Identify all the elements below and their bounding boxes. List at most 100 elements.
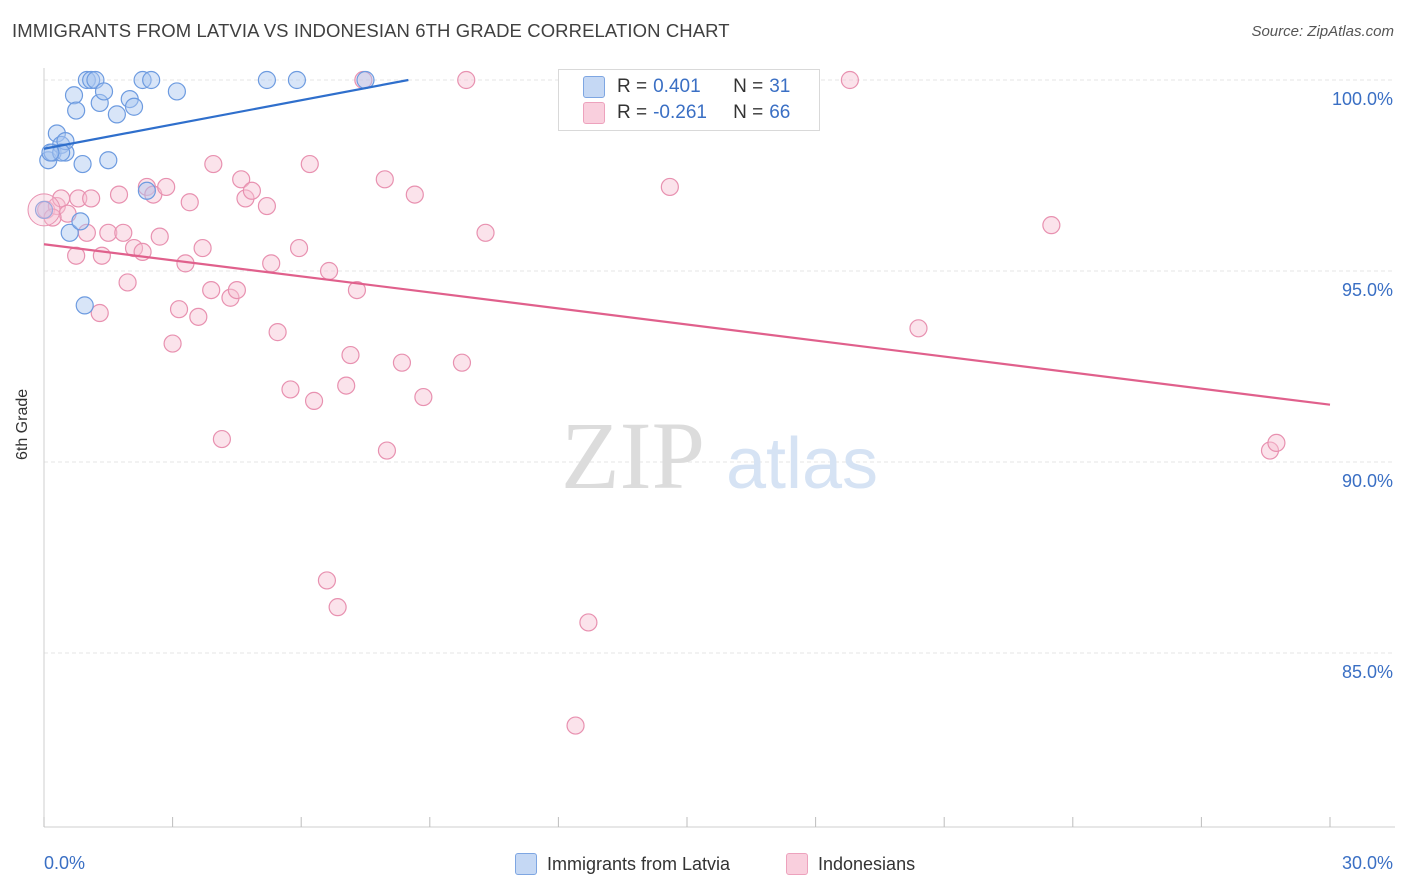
bottom-legend-label-indonesians: Indonesians xyxy=(818,853,916,874)
latvia-point xyxy=(64,86,84,105)
latvia-point xyxy=(60,223,79,242)
indonesian-point xyxy=(227,281,246,300)
latvia-point xyxy=(94,82,114,101)
indonesian-point xyxy=(189,307,208,326)
indonesian-point xyxy=(262,254,281,273)
indonesian-point xyxy=(317,571,337,590)
y-tick-label: 90.0% xyxy=(1342,471,1393,491)
indonesian-point xyxy=(118,273,137,292)
y-tick-label: 85.0% xyxy=(1342,662,1393,682)
latvia-point xyxy=(73,154,92,174)
axes-layer xyxy=(43,68,1395,828)
grid-layer xyxy=(44,79,1395,654)
latvia-point xyxy=(82,70,101,90)
indonesian-point xyxy=(281,380,300,399)
indonesian-point xyxy=(114,223,133,242)
indonesian-point xyxy=(476,223,495,242)
bottom-legend-label-latvia: Immigrants from Latvia xyxy=(547,853,731,874)
indonesian-point xyxy=(405,185,424,204)
chart-title: IMMIGRANTS FROM LATVIA VS INDONESIAN 6TH… xyxy=(12,20,730,41)
y-tick-label: 95.0% xyxy=(1342,280,1393,300)
indonesian-point xyxy=(242,181,262,200)
bottom-legend-indonesians: Indonesians xyxy=(786,851,915,877)
indonesian-point xyxy=(169,300,189,319)
legend-r-value-latvia: 0.401 xyxy=(653,76,701,97)
indonesian-point xyxy=(257,196,277,216)
indonesian-point xyxy=(319,261,339,281)
indonesian-point xyxy=(90,303,109,323)
indonesian-point xyxy=(414,387,433,407)
latvia-point xyxy=(67,101,86,120)
indonesian-point xyxy=(452,353,472,372)
indonesian-trend-line xyxy=(43,243,1331,406)
latvia-point xyxy=(137,181,156,200)
indonesian-point xyxy=(457,70,476,90)
legend-row-indonesians: R = -0.261 N = 66 xyxy=(583,100,790,126)
indonesian-point xyxy=(377,441,397,460)
latvia-point xyxy=(71,212,90,231)
latvia-point xyxy=(287,70,307,90)
latvia-point xyxy=(75,296,94,315)
indonesian-point xyxy=(268,323,287,342)
indonesian-point xyxy=(347,281,367,300)
indonesian-point xyxy=(840,70,859,90)
watermark-atlas: atlas xyxy=(726,424,878,504)
legend-swatch-indonesians xyxy=(583,102,605,124)
indonesian-point xyxy=(660,177,679,197)
indonesian-point xyxy=(157,177,176,197)
indonesian-point xyxy=(566,716,585,735)
indonesian-point xyxy=(300,154,319,174)
indonesian-point xyxy=(328,598,347,617)
x-tick-label: 0.0% xyxy=(44,853,85,873)
x-tick-label: 30.0% xyxy=(1342,853,1393,873)
bottom-legend-swatch-latvia xyxy=(515,853,537,875)
indonesian-point xyxy=(82,189,101,208)
watermark: ZIP atlas xyxy=(561,402,878,509)
latvia-point xyxy=(52,143,71,162)
latvia-point xyxy=(142,70,161,90)
tick-labels-layer: 85.0% 90.0% 95.0% 100.0% 0.0% 30.0% xyxy=(44,89,1393,873)
legend-r-label: R = xyxy=(617,76,648,97)
legend-n-label: N = xyxy=(733,76,764,97)
indonesian-point xyxy=(304,391,324,410)
indonesian-point xyxy=(180,193,199,212)
indonesian-point xyxy=(150,227,169,246)
latvia-point xyxy=(99,151,118,170)
legend-n-value-indonesians: 66 xyxy=(769,102,791,123)
indonesian-point xyxy=(341,345,360,365)
latvia-point xyxy=(34,200,54,219)
indonesian-point xyxy=(99,223,118,242)
legend-r-label: R = xyxy=(617,102,648,123)
indonesian-point xyxy=(1042,216,1061,235)
correlation-legend: R = 0.401 N = 31 R = -0.261 N = 66 xyxy=(558,69,820,131)
source-label: Source: ZipAtlas.com xyxy=(1251,23,1394,40)
y-axis-label: 6th Grade xyxy=(14,388,31,460)
indonesian-point xyxy=(109,185,129,204)
indonesian-cluster-point xyxy=(27,193,61,227)
latvia-point xyxy=(107,105,126,124)
points-layer xyxy=(27,70,1286,735)
indonesian-point xyxy=(236,189,255,208)
trend-layer xyxy=(43,78,1331,406)
latvia-trend-line xyxy=(43,78,409,150)
indonesian-point xyxy=(392,353,412,372)
bottom-legend-latvia: Immigrants from Latvia xyxy=(515,851,730,877)
bottom-legend-swatch-indonesians xyxy=(786,853,808,875)
indonesian-point xyxy=(232,170,251,189)
indonesian-point xyxy=(202,281,221,300)
indonesian-point xyxy=(69,189,88,208)
legend-n-value-latvia: 31 xyxy=(769,76,791,97)
watermark-zip: ZIP xyxy=(561,402,705,509)
indonesian-point xyxy=(212,429,231,449)
latvia-point xyxy=(90,93,109,113)
latvia-point xyxy=(257,70,277,90)
indonesian-point xyxy=(289,238,309,258)
indonesian-point xyxy=(337,376,356,395)
latvia-point xyxy=(124,97,144,116)
indonesian-point xyxy=(1260,441,1280,460)
legend-r-value-indonesians: -0.261 xyxy=(653,102,707,123)
indonesian-point xyxy=(909,319,928,338)
indonesian-point xyxy=(579,613,598,632)
indonesian-point xyxy=(375,170,394,189)
